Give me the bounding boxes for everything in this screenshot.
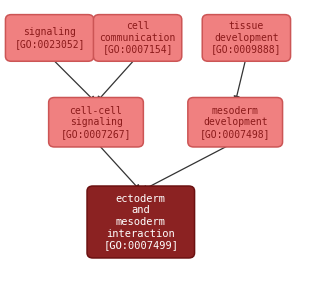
FancyBboxPatch shape [93, 15, 182, 61]
FancyBboxPatch shape [49, 98, 143, 147]
Text: cell-cell
signaling
[GO:0007267]: cell-cell signaling [GO:0007267] [61, 106, 131, 139]
Text: ectoderm
and
mesoderm
interaction
[GO:0007499]: ectoderm and mesoderm interaction [GO:00… [103, 194, 178, 250]
Text: mesoderm
development
[GO:0007498]: mesoderm development [GO:0007498] [200, 106, 270, 139]
FancyBboxPatch shape [5, 15, 94, 61]
Text: tissue
development
[GO:0009888]: tissue development [GO:0009888] [211, 21, 282, 55]
Text: signaling
[GO:0023052]: signaling [GO:0023052] [14, 27, 85, 49]
FancyBboxPatch shape [202, 15, 291, 61]
FancyBboxPatch shape [87, 186, 195, 258]
FancyBboxPatch shape [188, 98, 283, 147]
Text: cell
communication
[GO:0007154]: cell communication [GO:0007154] [100, 21, 176, 55]
